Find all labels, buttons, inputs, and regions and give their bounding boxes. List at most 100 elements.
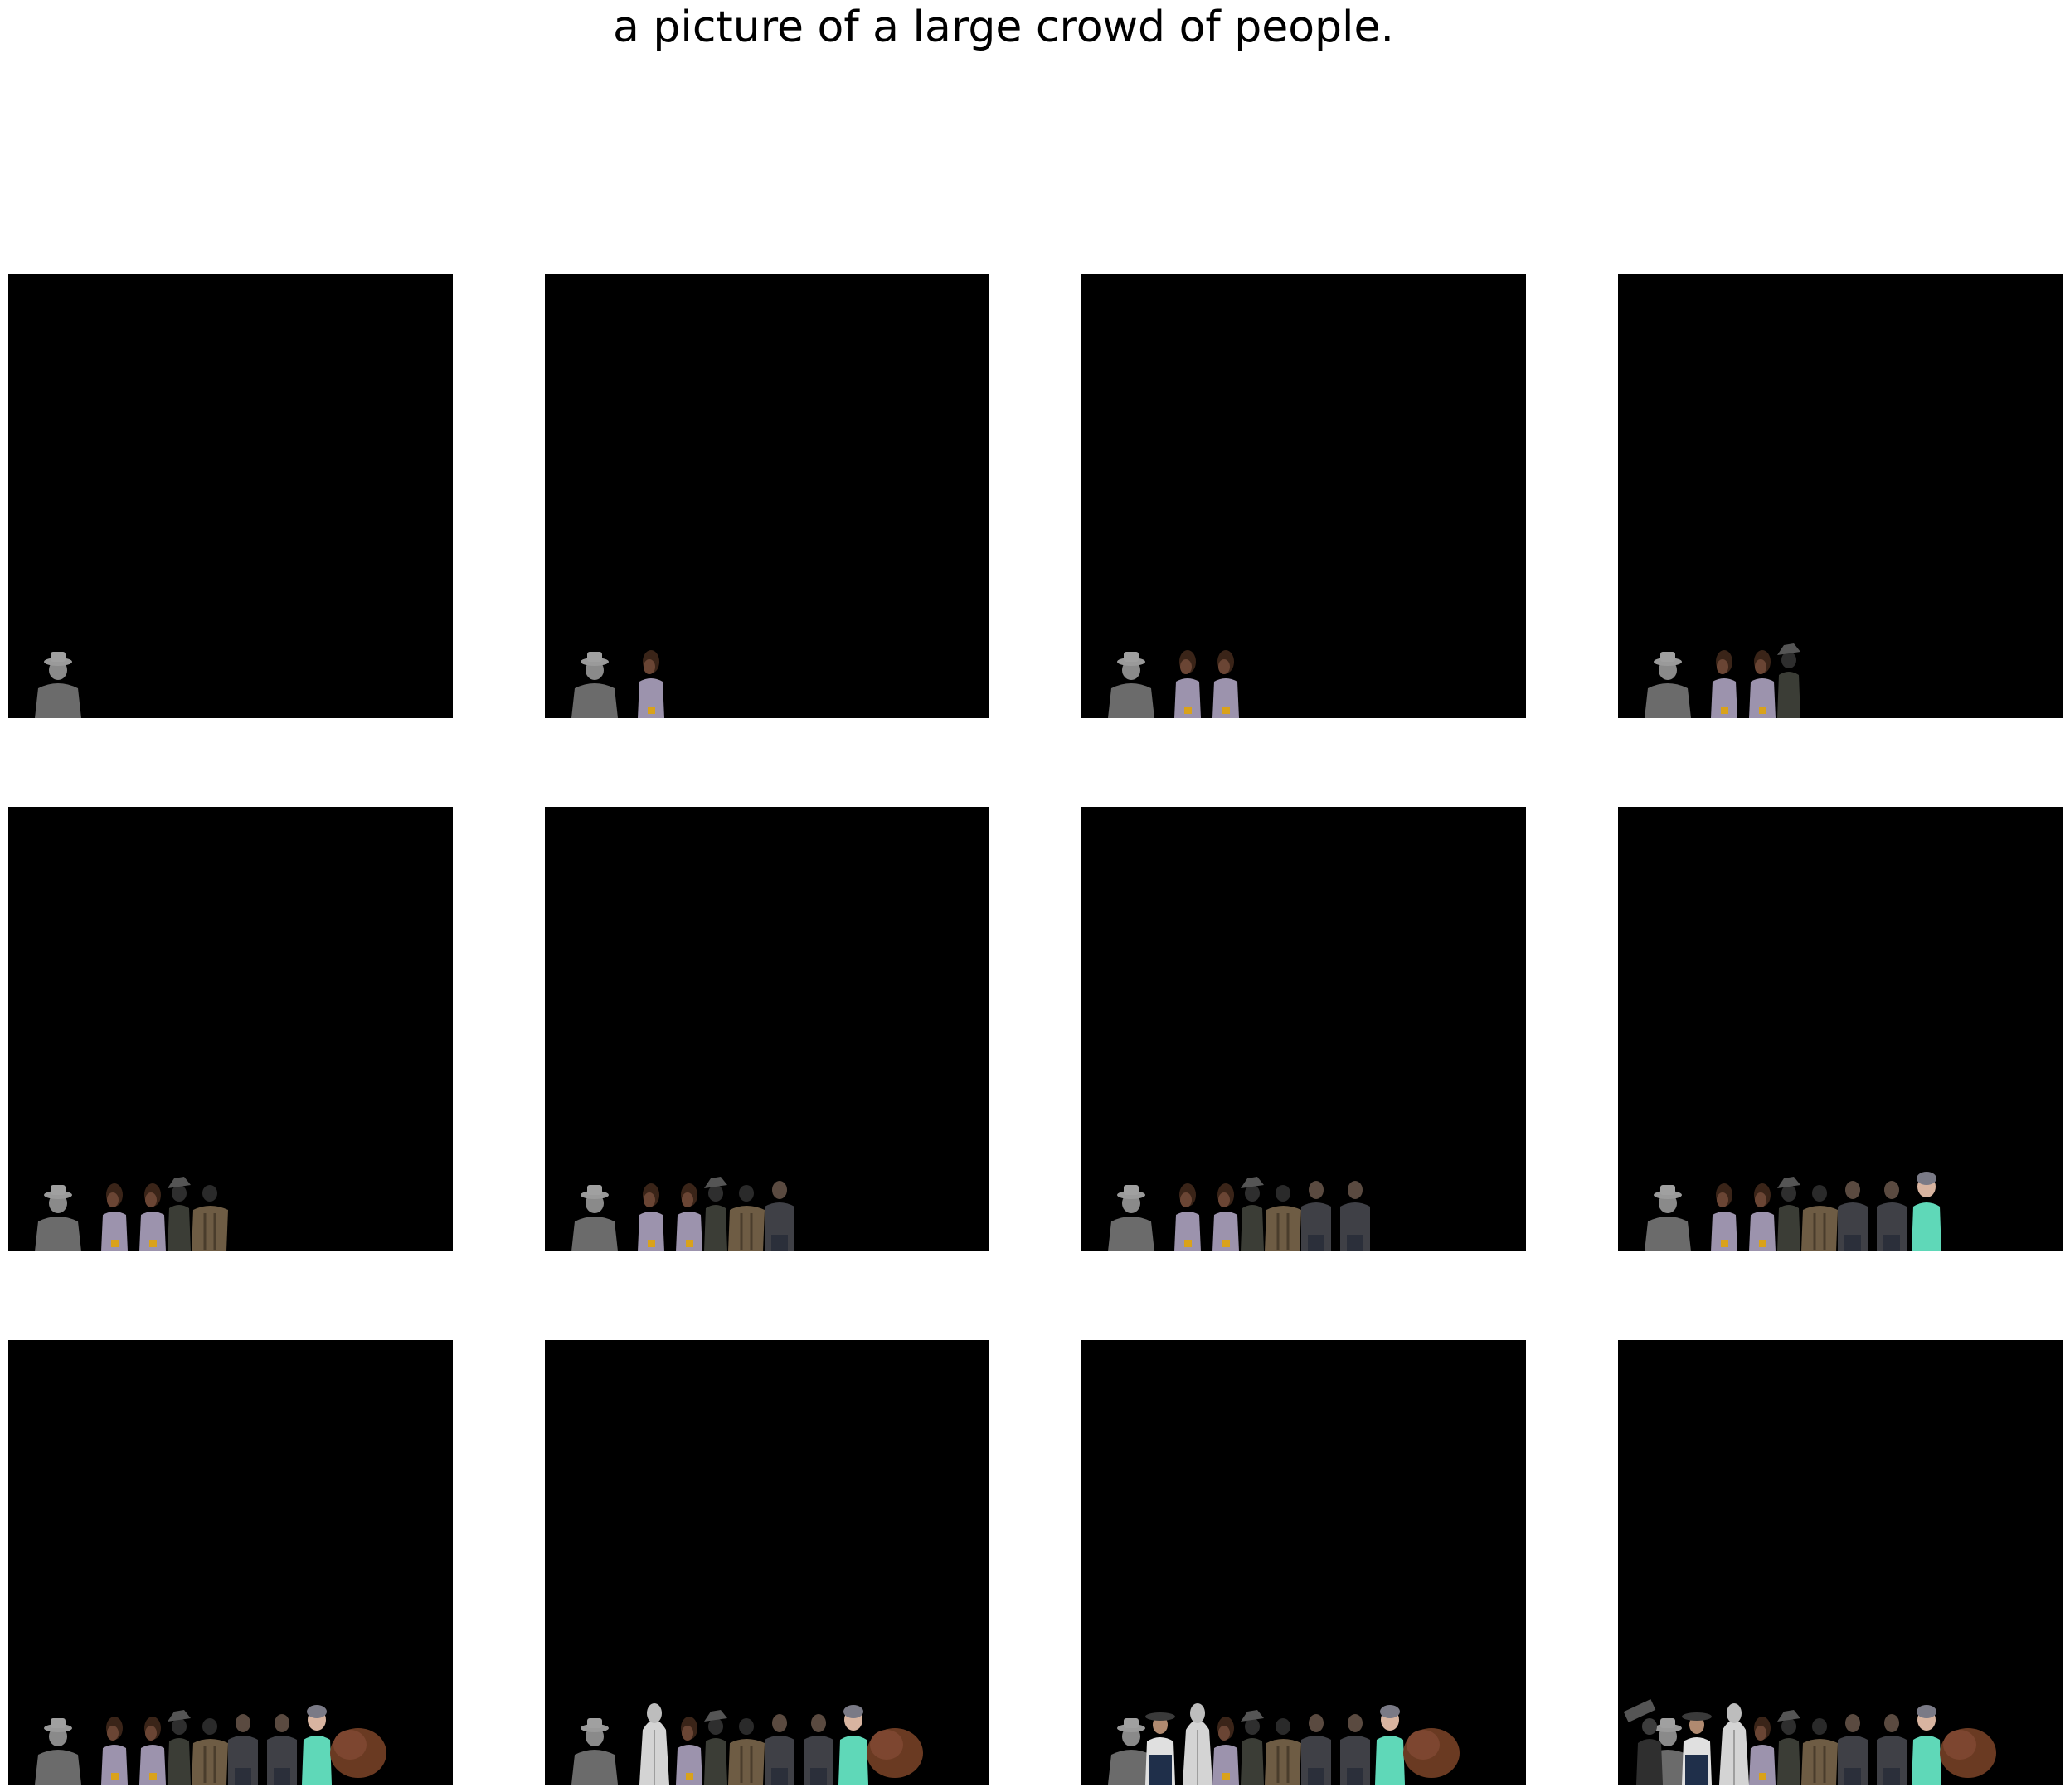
man-grey-hat xyxy=(571,652,618,718)
man-grey-hat xyxy=(35,1185,81,1251)
brown-hair-shape xyxy=(867,1728,923,1778)
person-dark-hat xyxy=(168,1177,191,1251)
man-grey-hat xyxy=(1108,1185,1154,1251)
man-cowboy-hat xyxy=(1682,1712,1712,1785)
woman-dark-hair xyxy=(1212,1183,1239,1251)
image-panel-9 xyxy=(8,1340,453,1785)
person-brown-coat xyxy=(192,1718,228,1785)
man-grey-hat xyxy=(571,1718,618,1785)
man-dark-shirt xyxy=(765,1181,794,1251)
person-with-camera xyxy=(1623,1699,1663,1785)
man-dark-shirt xyxy=(1877,1181,1907,1251)
man-dark-shirt xyxy=(1340,1181,1370,1251)
woman-dark-hair xyxy=(638,1183,664,1251)
man-dark-shirt xyxy=(1838,1714,1868,1785)
person-dark-hat xyxy=(1241,1177,1264,1251)
woman-dark-hair xyxy=(676,1183,702,1251)
woman-dark-hair xyxy=(1174,1183,1201,1251)
woman-dark-hair xyxy=(638,650,664,718)
woman-dark-hair xyxy=(1749,650,1776,718)
woman-dark-hair xyxy=(1212,1717,1239,1785)
woman-dark-hair xyxy=(1174,650,1201,718)
man-dark-shirt xyxy=(1838,1181,1868,1251)
panel-image xyxy=(35,1177,228,1251)
man-dark-shirt xyxy=(267,1714,297,1785)
panel-image xyxy=(1108,1177,1370,1251)
woman-dark-hair xyxy=(1749,1717,1776,1785)
woman-dark-hair xyxy=(101,1183,128,1251)
man-grey-hat xyxy=(571,1185,618,1251)
person-dark-hat xyxy=(1777,1710,1800,1785)
image-panel-3 xyxy=(1081,274,1526,718)
man-dark-shirt xyxy=(804,1714,833,1785)
image-panel-12 xyxy=(1618,1340,2063,1785)
man-dark-shirt xyxy=(765,1714,794,1785)
woman-teal-outfit xyxy=(1375,1705,1405,1785)
woman-dark-hair xyxy=(101,1717,128,1785)
figure-title: a picture of a large crowd of people. xyxy=(612,2,1395,52)
image-panel-4 xyxy=(1618,274,2063,718)
panel-image xyxy=(35,652,81,718)
panel-image xyxy=(1645,643,1800,718)
image-panel-8 xyxy=(1618,807,2063,1251)
woman-teal-outfit xyxy=(838,1705,868,1785)
woman-dark-hair xyxy=(139,1183,166,1251)
man-grey-hat xyxy=(35,652,81,718)
image-panel-1 xyxy=(8,274,453,718)
man-dark-shirt xyxy=(1301,1714,1331,1785)
person-dark-hat xyxy=(1241,1710,1264,1785)
person-dark-hat xyxy=(1777,643,1800,718)
woman-dark-hair xyxy=(139,1717,166,1785)
person-brown-coat xyxy=(1265,1185,1301,1251)
panel-image xyxy=(1645,1172,1941,1251)
man-dark-shirt xyxy=(1877,1714,1907,1785)
woman-dark-hair xyxy=(1749,1183,1776,1251)
man-dark-shirt xyxy=(1301,1181,1331,1251)
person-dark-hat xyxy=(704,1710,727,1785)
woman-dark-hair xyxy=(1711,1183,1737,1251)
person-white-robe xyxy=(1183,1703,1212,1785)
person-brown-coat xyxy=(1801,1718,1838,1785)
person-dark-hat xyxy=(1777,1177,1800,1251)
man-grey-hat xyxy=(35,1718,81,1785)
image-panel-6 xyxy=(545,807,989,1251)
person-white-robe xyxy=(1719,1703,1749,1785)
image-panel-11 xyxy=(1081,1340,1526,1785)
woman-teal-outfit xyxy=(1912,1172,1941,1251)
man-grey-hat xyxy=(1108,1718,1154,1785)
image-panel-2 xyxy=(545,274,989,718)
woman-dark-hair xyxy=(676,1717,702,1785)
person-brown-coat xyxy=(1801,1185,1838,1251)
person-white-robe xyxy=(639,1703,669,1785)
woman-teal-outfit xyxy=(1912,1705,1941,1785)
man-grey-hat xyxy=(1108,652,1154,718)
woman-dark-hair xyxy=(1212,650,1239,718)
person-dark-hat xyxy=(704,1177,727,1251)
person-brown-coat xyxy=(192,1185,228,1251)
image-panel-10 xyxy=(545,1340,989,1785)
brown-hair-shape xyxy=(330,1728,386,1778)
person-brown-coat xyxy=(1265,1718,1301,1785)
panel-image xyxy=(35,1705,386,1785)
panel-image xyxy=(1623,1699,1996,1785)
image-panel-7 xyxy=(1081,807,1526,1251)
woman-teal-outfit xyxy=(302,1705,332,1785)
man-grey-hat xyxy=(1645,652,1691,718)
man-dark-shirt xyxy=(1340,1714,1370,1785)
man-grey-hat xyxy=(1645,1185,1691,1251)
person-brown-coat xyxy=(728,1718,765,1785)
brown-hair-shape xyxy=(1940,1728,1996,1778)
panel-image xyxy=(1108,1703,1460,1785)
person-brown-coat xyxy=(728,1185,765,1251)
panel-image xyxy=(571,1177,794,1251)
brown-hair-shape xyxy=(1403,1728,1460,1778)
panel-image xyxy=(1108,650,1239,718)
image-panel-5 xyxy=(8,807,453,1251)
man-cowboy-hat xyxy=(1145,1712,1175,1785)
man-dark-shirt xyxy=(228,1714,258,1785)
woman-dark-hair xyxy=(1711,650,1737,718)
panel-image xyxy=(571,1703,923,1785)
person-dark-hat xyxy=(168,1710,191,1785)
panel-image xyxy=(571,650,664,718)
